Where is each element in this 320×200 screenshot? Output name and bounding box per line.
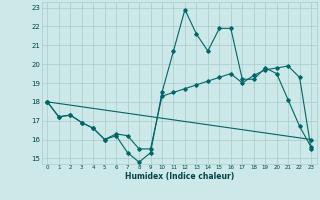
X-axis label: Humidex (Indice chaleur): Humidex (Indice chaleur)	[124, 172, 234, 181]
